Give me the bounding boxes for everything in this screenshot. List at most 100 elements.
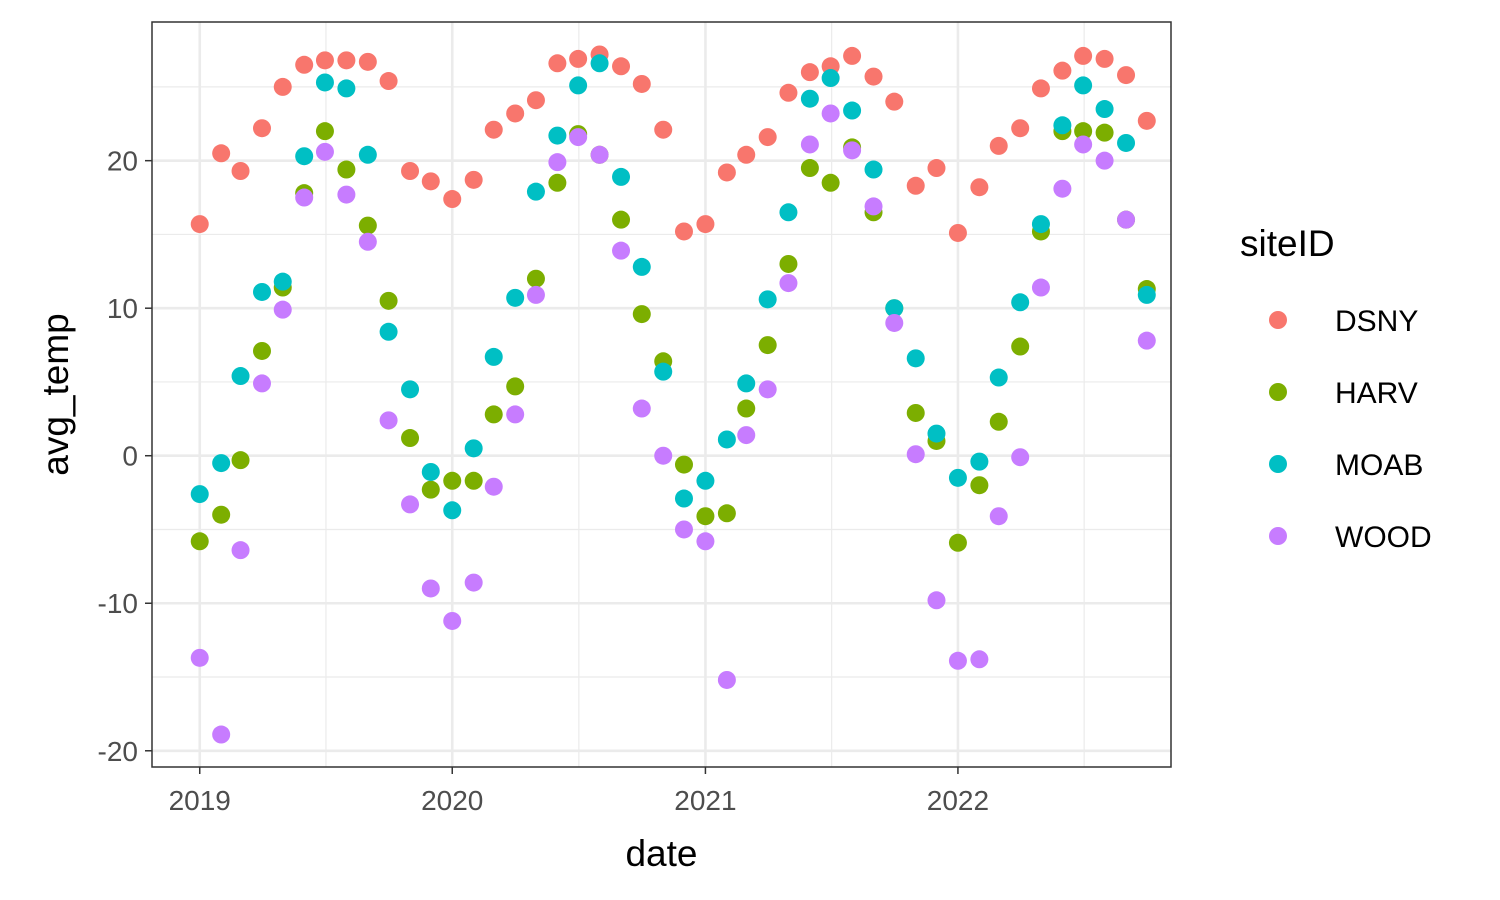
data-point-moab [696, 471, 715, 490]
data-point-moab [906, 349, 925, 368]
data-point-wood [1095, 151, 1114, 170]
data-point-harv [970, 476, 989, 495]
data-point-moab [464, 439, 483, 458]
data-point-wood [758, 380, 777, 399]
data-point-harv [696, 507, 715, 526]
data-point-dsny [337, 51, 356, 70]
legend-label-harv: HARV [1335, 377, 1418, 410]
data-point-moab [295, 147, 314, 166]
data-point-wood [989, 507, 1008, 526]
data-point-dsny [1053, 61, 1072, 80]
data-point-wood [885, 313, 904, 332]
data-point-wood [1011, 448, 1030, 467]
data-point-moab [717, 430, 736, 449]
x-tick-label: 2019 [169, 785, 231, 816]
data-point-wood [1074, 135, 1093, 154]
y-tick-label: -20 [98, 736, 138, 767]
data-point-moab [1031, 215, 1050, 234]
data-point-dsny [779, 83, 798, 102]
data-point-dsny [1137, 111, 1156, 130]
data-point-wood [315, 142, 334, 161]
data-point-moab [674, 489, 693, 508]
data-point-wood [779, 274, 798, 293]
data-point-moab [758, 290, 777, 309]
data-point-moab [252, 282, 271, 301]
data-point-moab [315, 73, 334, 92]
data-point-wood [590, 145, 609, 164]
data-point-moab [190, 485, 209, 504]
data-point-dsny [484, 120, 503, 139]
data-point-dsny [506, 104, 525, 123]
data-point-dsny [1031, 79, 1050, 98]
data-point-moab [843, 101, 862, 120]
data-point-harv [190, 532, 209, 551]
data-point-dsny [864, 67, 883, 86]
legend-title: siteID [1240, 223, 1335, 264]
legend-key-harv [1269, 383, 1287, 401]
data-point-dsny [717, 163, 736, 182]
data-point-moab [401, 380, 420, 399]
data-point-moab [526, 182, 545, 201]
data-point-dsny [252, 119, 271, 138]
data-point-dsny [906, 176, 925, 195]
data-point-dsny [443, 190, 462, 209]
data-point-wood [401, 495, 420, 514]
data-point-harv [379, 291, 398, 310]
data-point-moab [1053, 116, 1072, 135]
data-point-harv [737, 399, 756, 418]
data-point-wood [632, 399, 651, 418]
data-point-wood [548, 153, 567, 172]
data-point-harv [1074, 122, 1093, 141]
legend-label-moab: MOAB [1335, 449, 1423, 482]
data-point-moab [800, 89, 819, 108]
data-point-wood [948, 651, 967, 670]
data-point-harv [484, 405, 503, 424]
y-tick-label: 0 [122, 441, 138, 472]
data-point-wood [212, 725, 231, 744]
data-point-wood [273, 300, 292, 319]
data-point-dsny [758, 128, 777, 147]
data-point-dsny [948, 223, 967, 242]
x-tick-label: 2020 [421, 785, 483, 816]
data-point-dsny [401, 162, 420, 180]
legend-label-wood: WOOD [1335, 521, 1432, 554]
data-point-moab [989, 368, 1008, 387]
data-point-wood [612, 241, 631, 260]
data-point-moab [927, 424, 946, 443]
data-point-harv [548, 173, 567, 192]
y-tick-label: -10 [98, 588, 138, 619]
data-point-moab [421, 462, 440, 481]
data-point-dsny [548, 54, 567, 73]
data-point-harv [800, 159, 819, 178]
data-point-dsny [526, 91, 545, 110]
data-point-harv [1011, 337, 1030, 356]
data-point-moab [632, 257, 651, 276]
x-tick-label: 2022 [927, 785, 989, 816]
x-axis-title: date [625, 833, 697, 874]
data-point-dsny [190, 215, 209, 234]
data-point-wood [358, 232, 377, 251]
data-point-dsny [800, 63, 819, 82]
data-point-wood [379, 411, 398, 430]
data-point-dsny [464, 170, 483, 189]
data-point-harv [1095, 123, 1114, 142]
data-point-moab [612, 167, 631, 186]
data-point-harv [989, 412, 1008, 431]
data-point-harv [401, 429, 420, 448]
data-point-wood [821, 104, 840, 123]
data-points [190, 45, 1156, 744]
data-point-wood [569, 128, 588, 147]
data-point-harv [758, 336, 777, 355]
legend-key-dsny [1269, 311, 1287, 329]
data-point-moab [569, 76, 588, 95]
legend-label-dsny: DSNY [1335, 305, 1418, 338]
data-point-dsny [1011, 119, 1030, 138]
data-point-harv [443, 471, 462, 490]
data-point-moab [1117, 133, 1136, 152]
data-point-dsny [315, 51, 334, 70]
data-point-harv [948, 533, 967, 552]
data-point-moab [337, 79, 356, 98]
data-point-wood [252, 374, 271, 393]
legend-key-moab [1269, 455, 1287, 473]
